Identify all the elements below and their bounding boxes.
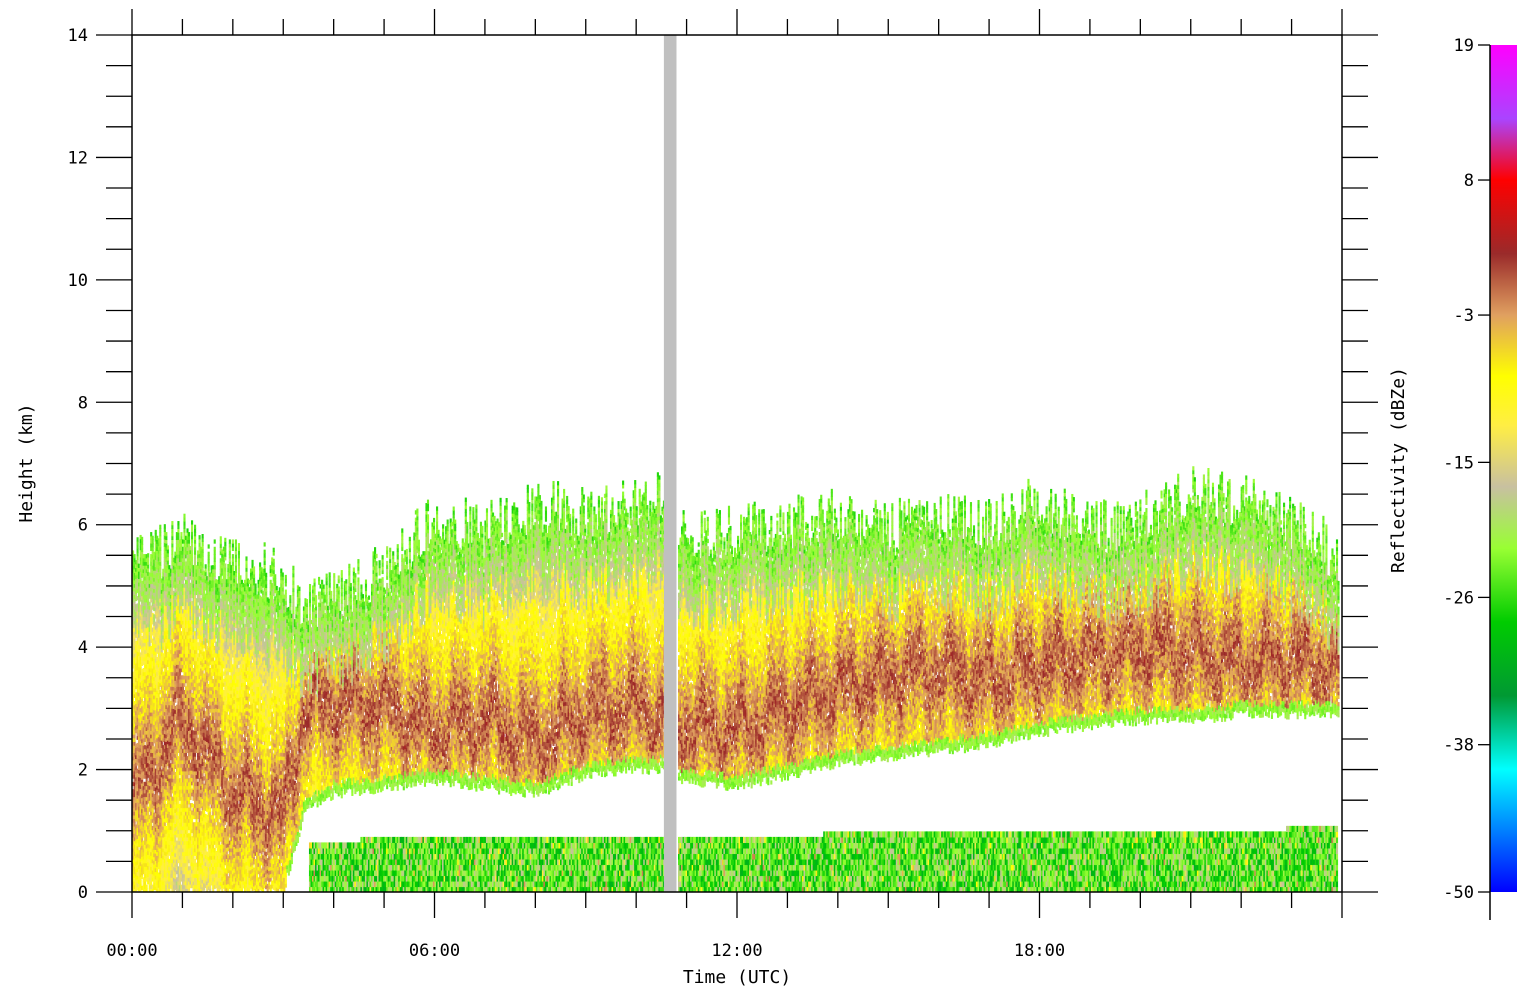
reflectivity-cell [159,525,161,529]
reflectivity-cell [146,885,148,889]
reflectivity-cell [159,528,161,532]
reflectivity-cell [137,537,139,541]
reflectivity-cell [152,536,154,540]
reflectivity-cell [149,642,151,646]
reflectivity-cell [167,560,169,564]
reflectivity-cell [159,543,161,547]
reflectivity-cell [159,565,161,569]
reflectivity-cell [150,822,152,826]
reflectivity-cell [140,880,142,884]
reflectivity-field [132,35,1340,893]
reflectivity-cell [152,547,154,551]
reflectivity-cell [165,532,167,536]
reflectivity-cell [134,554,136,558]
reflectivity-cell [134,734,136,738]
reflectivity-cell [159,569,161,573]
reflectivity-cell [137,556,139,560]
reflectivity-cell [150,635,152,639]
reflectivity-cell [143,741,145,745]
reflectivity-cell [149,602,151,606]
reflectivity-cell [150,609,152,613]
reflectivity-cell [150,881,152,885]
reflectivity-cell [167,556,169,560]
reflectivity-cell [155,530,157,534]
reflectivity-cell [134,738,136,742]
reflectivity-cell [137,552,139,556]
reflectivity-cell [159,550,161,554]
reflectivity-cell [147,553,149,557]
reflectivity-cell [159,536,161,540]
reflectivity-cell [159,572,161,576]
reflectivity-cell [152,543,154,547]
reflectivity-cell [141,537,143,541]
reflectivity-cell [141,548,143,552]
reflectivity-cell [159,539,161,543]
reflectivity-cell [165,536,167,540]
reflectivity-cell [147,568,149,572]
reflectivity-cell [137,548,139,552]
reflectivity-cell [147,561,149,565]
reflectivity-cell [167,545,169,549]
reflectivity-cell [150,532,152,536]
reflectivity-cell [137,545,139,549]
reflectivity-cell [164,528,166,532]
reflectivity-cell [159,532,161,536]
reflectivity-cell [165,539,167,543]
reflectivity-cell [137,559,139,563]
reflectivity-cell [147,557,149,561]
reflectivity-cell [150,624,152,628]
reflectivity-cell [164,524,166,528]
reflectivity-cell [159,558,161,562]
reflectivity-cell [147,564,149,568]
reflectivity-cell [167,553,169,557]
reflectivity-cell [144,881,146,885]
reflectivity-cell [137,541,139,545]
reflectivity-cell [159,547,161,551]
reflectivity-cell [159,554,161,558]
reflectivity-cell [141,544,143,548]
reflectivity-cell [159,561,161,565]
reflectivity-cell [141,540,143,544]
reflectivity-cell [167,549,169,553]
reflectivity-cell [152,539,154,543]
